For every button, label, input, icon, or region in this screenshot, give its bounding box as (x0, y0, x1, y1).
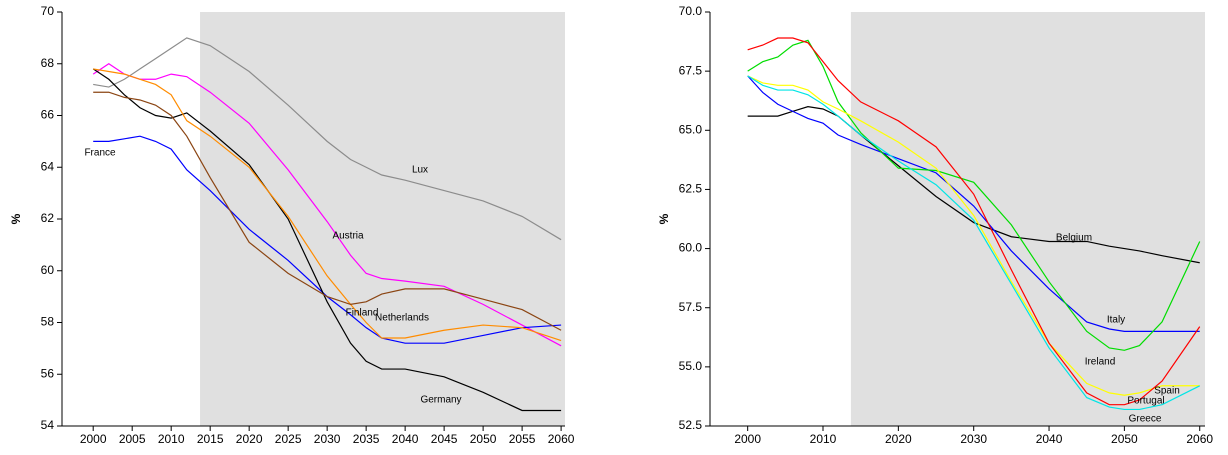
y-tick-label: 70.0 (679, 4, 703, 18)
y-axis-label: % (9, 213, 23, 224)
y-axis-label: % (657, 213, 671, 224)
x-tick-label: 2030 (960, 432, 987, 446)
y-tick-label: 58 (41, 315, 55, 329)
series-line (93, 37, 562, 241)
y-tick-label: 56 (41, 366, 55, 380)
x-tick-label: 2000 (734, 432, 761, 446)
series-label: Austria (332, 231, 364, 242)
series-line (93, 135, 562, 344)
x-tick-label: 2025 (275, 432, 302, 446)
y-tick-label: 67.5 (679, 63, 703, 77)
y-tick-label: 60 (41, 263, 55, 277)
y-tick-label: 57.5 (679, 300, 703, 314)
series-line (747, 37, 1201, 406)
y-tick-label: 62.5 (679, 182, 703, 196)
series-label: Lux (412, 165, 428, 176)
series-label: Belgium (1056, 233, 1092, 244)
x-tick-label: 2030 (314, 432, 341, 446)
y-tick-label: 65.0 (679, 122, 703, 136)
series-line (747, 39, 1201, 351)
y-tick-label: 68 (41, 56, 55, 70)
x-tick-label: 2055 (509, 432, 536, 446)
series-label: Netherlands (375, 313, 429, 324)
x-tick-label: 2045 (431, 432, 458, 446)
series-label: France (84, 148, 116, 159)
series-label: Germany (420, 395, 461, 406)
series-label: Italy (1107, 315, 1125, 326)
x-tick-label: 2005 (119, 432, 146, 446)
series-label: Spain (1154, 386, 1180, 397)
series-label: Ireland (1085, 357, 1116, 368)
y-tick-label: 66 (41, 108, 55, 122)
y-tick-label: 55.0 (679, 359, 703, 373)
x-tick-label: 2040 (1036, 432, 1063, 446)
x-tick-label: 2010 (810, 432, 837, 446)
y-tick-label: 62 (41, 211, 55, 225)
x-tick-label: 2020 (885, 432, 912, 446)
y-tick-label: 54 (41, 418, 55, 432)
x-tick-label: 2000 (80, 432, 107, 446)
y-tick-label: 60.0 (679, 241, 703, 255)
series-line (92, 68, 562, 412)
x-tick-label: 2060 (1186, 432, 1213, 446)
x-tick-label: 2050 (1111, 432, 1138, 446)
x-tick-label: 2015 (197, 432, 224, 446)
y-tick-label: 52.5 (679, 418, 703, 432)
x-tick-label: 2050 (470, 432, 497, 446)
series-line (747, 75, 1200, 332)
x-tick-label: 2035 (353, 432, 380, 446)
y-tick-label: 70 (41, 4, 55, 18)
x-tick-label: 2010 (158, 432, 185, 446)
series-label: Finland (346, 308, 379, 319)
series-line (747, 75, 1200, 411)
series-label: Portugal (1127, 396, 1164, 407)
series-line (93, 68, 562, 342)
x-tick-label: 2060 (548, 432, 575, 446)
forecast-shade (200, 12, 565, 426)
y-tick-label: 64 (41, 159, 55, 173)
series-label: Greece (1129, 414, 1162, 425)
series-line (93, 91, 562, 331)
x-tick-label: 2040 (392, 432, 419, 446)
forecast-shade (850, 12, 1205, 426)
series-line (747, 75, 1200, 396)
x-tick-label: 2020 (236, 432, 263, 446)
